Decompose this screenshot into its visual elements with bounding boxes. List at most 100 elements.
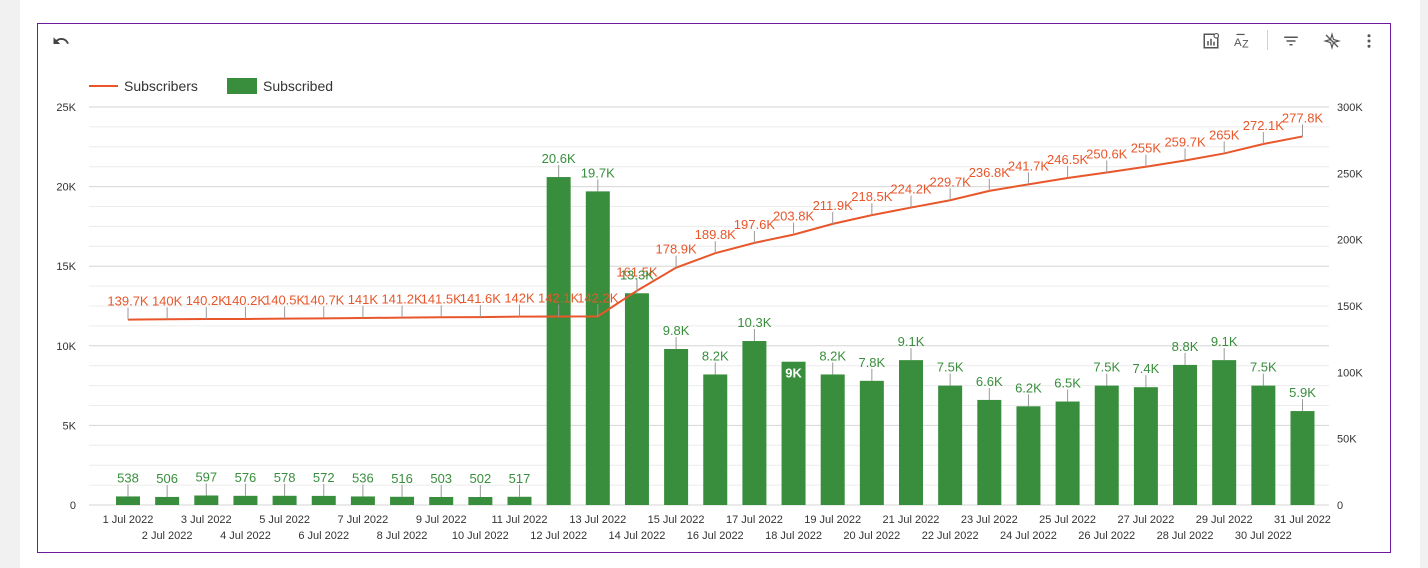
bar	[546, 177, 571, 505]
line-data-label: 142.1K	[538, 290, 580, 305]
bar	[742, 341, 767, 505]
bar-data-label: 8.2K	[702, 348, 729, 363]
bar	[664, 348, 689, 505]
bar-data-label: 597	[195, 469, 217, 484]
line-data-label: 139.7K	[107, 294, 149, 309]
right-axis-tick: 50K	[1337, 434, 1357, 446]
line-data-label: 161.5K	[616, 265, 658, 280]
line-data-label: 211.9K	[813, 198, 854, 213]
bar	[977, 399, 1002, 505]
bar-data-label: 517	[509, 471, 531, 486]
x-axis-tick: 29 Jul 2022	[1196, 514, 1253, 526]
left-axis-tick: 20K	[56, 182, 76, 194]
line-data-label: 140.5K	[264, 293, 306, 308]
bar-data-label: 20.6K	[542, 151, 576, 166]
bar	[1251, 385, 1276, 505]
bar-data-label: 9.8K	[663, 323, 690, 338]
more-options-button[interactable]	[1358, 30, 1380, 52]
bar	[899, 360, 923, 505]
bar	[429, 496, 454, 505]
bar-data-label: 5.9K	[1289, 385, 1316, 400]
x-axis-tick: 27 Jul 2022	[1117, 514, 1174, 526]
line-data-label: 178.9K	[655, 242, 697, 257]
bar	[194, 495, 219, 505]
x-axis-tick: 15 Jul 2022	[648, 514, 705, 526]
bar-data-label: 9K	[785, 366, 802, 381]
x-axis-tick: 23 Jul 2022	[961, 514, 1018, 526]
line-data-label: 246.5K	[1047, 152, 1089, 167]
bar-data-label: 506	[156, 471, 178, 486]
line-data-label: 265K	[1209, 127, 1240, 142]
bar	[1094, 385, 1119, 505]
bar	[350, 496, 375, 505]
bar-data-label: 19.7K	[581, 165, 615, 180]
right-axis-tick: 150K	[1337, 301, 1363, 313]
x-axis-tick: 20 Jul 2022	[843, 530, 900, 542]
bar	[859, 380, 884, 505]
x-axis-tick: 25 Jul 2022	[1039, 514, 1096, 526]
bar	[781, 361, 806, 505]
bar	[1290, 411, 1315, 505]
line-data-label: 141.2K	[381, 292, 423, 307]
left-axis-tick: 5K	[63, 420, 77, 432]
undo-icon	[53, 37, 69, 44]
x-axis-tick: 24 Jul 2022	[1000, 530, 1057, 542]
bar-data-label: 9.1K	[1211, 334, 1238, 349]
bar	[507, 496, 532, 505]
left-axis-tick: 15K	[56, 261, 76, 273]
x-axis-tick: 4 Jul 2022	[220, 530, 271, 542]
line-data-label: 229.7K	[930, 174, 972, 189]
right-axis-tick: 250K	[1337, 168, 1363, 180]
legend-bar-swatch	[227, 78, 257, 94]
bar-data-label: 6.2K	[1015, 380, 1042, 395]
more-vert-icon	[1367, 34, 1371, 48]
sort-az-icon: A Z	[1234, 33, 1249, 50]
toolbar-separator	[1267, 30, 1268, 50]
left-axis-tick: 25K	[56, 102, 76, 114]
chart-explore-icon	[1203, 32, 1220, 49]
bar	[703, 374, 728, 505]
bar-data-label: 13.3K	[620, 267, 654, 282]
bar-data-label: 576	[235, 470, 257, 485]
ai-button[interactable]	[1321, 30, 1343, 52]
bar	[116, 496, 140, 505]
bar-data-label: 516	[391, 471, 413, 486]
bar-data-label: 578	[274, 470, 296, 485]
bar	[272, 495, 297, 505]
line-data-label: 140K	[152, 293, 183, 308]
x-axis-tick: 2 Jul 2022	[142, 530, 193, 542]
line-data-label: 141.5K	[421, 291, 463, 306]
bar-data-label: 7.5K	[1093, 360, 1120, 375]
x-axis-tick: 10 Jul 2022	[452, 530, 509, 542]
svg-text:A: A	[1234, 37, 1242, 49]
x-axis-tick: 16 Jul 2022	[687, 530, 744, 542]
bar	[155, 496, 180, 505]
svg-text:Z: Z	[1242, 39, 1249, 50]
bar-data-label: 7.4K	[1133, 361, 1160, 376]
bar	[1133, 387, 1158, 505]
bar	[233, 495, 258, 505]
x-axis-tick: 1 Jul 2022	[103, 514, 154, 526]
right-axis-tick: 300K	[1337, 102, 1363, 114]
line-data-label: 259.7K	[1164, 134, 1206, 149]
line-data-label: 277.8K	[1282, 110, 1324, 125]
filter-button[interactable]	[1280, 30, 1302, 52]
bar-data-label: 10.3K	[737, 315, 771, 330]
bar	[1055, 401, 1080, 505]
x-axis-tick: 18 Jul 2022	[765, 530, 822, 542]
sort-button[interactable]: A Z	[1232, 30, 1254, 52]
line-data-label: 203.8K	[773, 209, 815, 224]
x-axis-tick: 5 Jul 2022	[259, 514, 310, 526]
bar	[390, 496, 415, 505]
chart-explore-button[interactable]	[1200, 30, 1222, 52]
line-data-label: 250.6K	[1086, 147, 1128, 162]
undo-button[interactable]	[50, 30, 72, 52]
bar-data-label: 536	[352, 470, 374, 485]
line-data-label: 141.6K	[460, 291, 502, 306]
x-axis-tick: 22 Jul 2022	[922, 530, 979, 542]
bar-data-label: 7.5K	[937, 360, 964, 375]
x-axis-tick: 13 Jul 2022	[569, 514, 626, 526]
line-data-label: 189.8K	[695, 227, 737, 242]
line-data-label: 241.7K	[1008, 158, 1050, 173]
